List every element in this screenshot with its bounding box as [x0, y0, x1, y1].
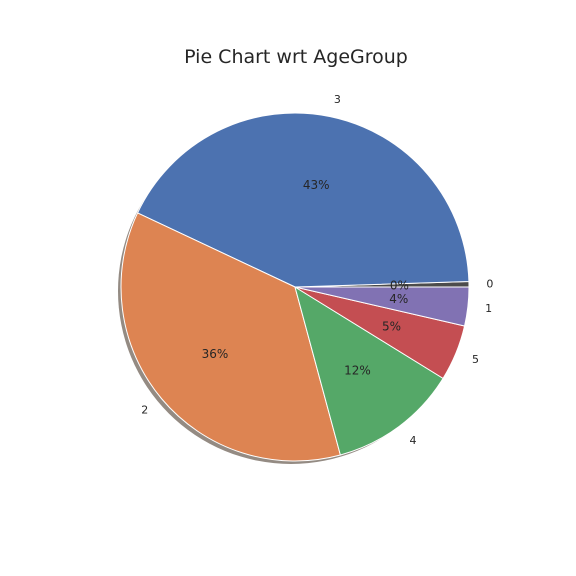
- percent-label-3: 43%: [303, 178, 330, 192]
- percent-label-0: 0%: [390, 278, 409, 292]
- slice-label-5: 5: [472, 353, 479, 366]
- pie-slice-1: [294, 286, 470, 327]
- percent-label-2: 36%: [202, 347, 229, 361]
- chart-title: Pie Chart wrt AgeGroup: [184, 46, 408, 68]
- pie-slice-4: [294, 286, 444, 456]
- pie-slices: [120, 112, 470, 462]
- percent-label-5: 5%: [382, 320, 401, 334]
- percent-label-4: 12%: [344, 364, 371, 378]
- pie-slice-3: [137, 112, 470, 288]
- slice-label-3: 3: [334, 93, 341, 106]
- slice-label-4: 4: [409, 434, 416, 447]
- slice-label-2: 2: [141, 403, 148, 416]
- pie-labels: 0 0% 3 43% 2 36% 4 12% 5 5% 1 4%: [141, 93, 493, 447]
- slice-label-0: 0: [486, 277, 493, 290]
- pie-slice-2: [120, 212, 341, 462]
- slice-label-1: 1: [485, 302, 492, 315]
- percent-label-1: 4%: [389, 292, 408, 306]
